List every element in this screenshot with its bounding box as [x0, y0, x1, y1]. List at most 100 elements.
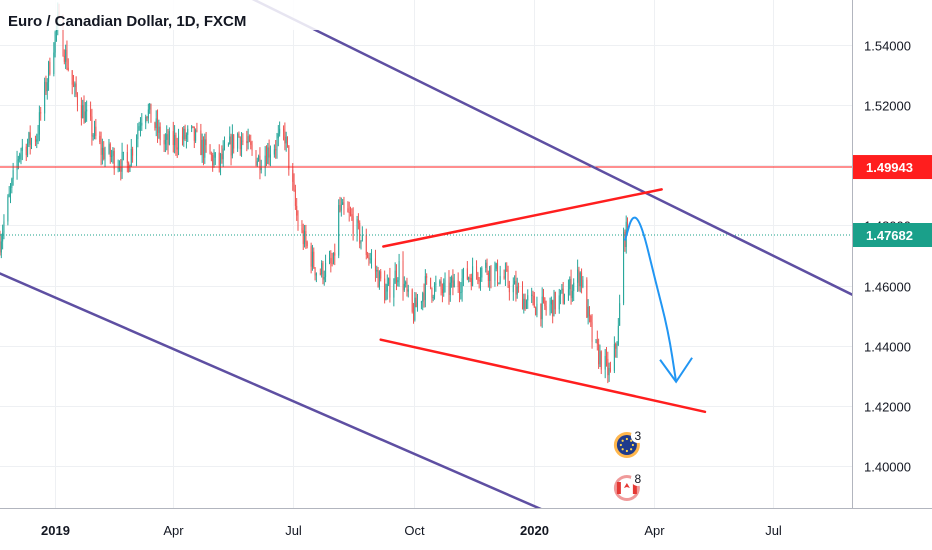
candle-body: [394, 270, 396, 284]
candle-body: [163, 140, 165, 145]
candle-body: [209, 145, 211, 154]
candle-body: [65, 49, 67, 62]
candle-body: [452, 277, 454, 288]
candle-body: [86, 109, 88, 112]
candle-body: [514, 280, 516, 285]
candle-body: [16, 160, 18, 171]
candle-body: [461, 278, 463, 293]
candle-body: [470, 277, 472, 286]
candle-body: [277, 133, 279, 139]
candle-body: [25, 146, 27, 156]
candle-body: [264, 155, 266, 168]
candle-body: [595, 339, 597, 342]
candle-body: [17, 159, 19, 161]
candle-body: [512, 284, 514, 293]
event-count-label: 3: [635, 429, 642, 443]
candle-body: [311, 251, 313, 267]
candle-body: [535, 307, 537, 316]
candle-body: [581, 272, 583, 287]
candle-body: [62, 16, 64, 56]
ca-flag-icon[interactable]: 8: [613, 472, 645, 501]
candle-body: [149, 103, 151, 110]
candle-body: [204, 139, 206, 158]
candle-body: [588, 306, 590, 317]
forecast-arrow[interactable]: [623, 216, 678, 382]
candle-body: [196, 130, 198, 132]
candle-body: [164, 139, 166, 145]
price-axis[interactable]: [853, 0, 932, 508]
candle-body: [398, 261, 400, 281]
candle-body: [248, 136, 250, 142]
candle-body: [321, 263, 323, 275]
candle-body: [267, 147, 269, 164]
candle-body: [378, 271, 380, 288]
candle-body: [178, 136, 180, 150]
candle-body: [205, 139, 207, 146]
candle-body: [550, 300, 552, 305]
candle-body: [521, 287, 523, 310]
candle-body: [406, 282, 408, 292]
x-tick-label: Oct: [404, 523, 425, 538]
candle-body: [229, 136, 231, 145]
channel-upper-line[interactable]: [133, 0, 852, 296]
eu-flag-icon[interactable]: 3: [613, 429, 645, 458]
candle-body: [103, 147, 105, 160]
candle-body: [563, 300, 565, 304]
candle-body: [439, 281, 441, 284]
candle-body: [405, 282, 407, 284]
candle-body: [71, 70, 73, 85]
candle-body: [570, 279, 572, 299]
candle-body: [294, 189, 296, 206]
plot-area[interactable]: 38: [0, 0, 852, 517]
candle-body: [73, 84, 75, 87]
time-axis[interactable]: [0, 509, 932, 550]
candle-body: [532, 294, 534, 296]
candle-body: [284, 131, 286, 144]
candle-body: [524, 298, 526, 309]
candle-body: [176, 147, 178, 150]
candle-body: [527, 295, 529, 301]
drawings: [0, 0, 852, 517]
candle-body: [540, 303, 542, 320]
candle-body: [380, 271, 382, 279]
candle-body: [460, 292, 462, 294]
candle-body: [503, 276, 505, 279]
candle-body: [7, 196, 9, 222]
candle-body: [525, 300, 527, 309]
candle-body: [604, 355, 606, 370]
candle-body: [218, 152, 220, 166]
triangle-upper-line[interactable]: [382, 188, 663, 248]
time-axis-labels: 2019 Apr Jul Oct 2020 Apr Jul: [41, 523, 782, 538]
candle-body: [230, 136, 232, 156]
candle-body: [141, 122, 143, 126]
event-count-badge: [630, 429, 645, 443]
candle-body: [374, 258, 376, 272]
candle-body: [384, 278, 386, 301]
candle-body: [549, 304, 551, 311]
candle-body: [518, 286, 520, 288]
candle-body: [44, 81, 46, 114]
candle-body: [38, 112, 40, 135]
candle-body: [487, 272, 489, 281]
candle-body: [477, 273, 479, 280]
channel-lower-line[interactable]: [0, 272, 559, 517]
candle-body: [241, 140, 243, 150]
candle-body: [302, 230, 304, 245]
candle-body: [158, 126, 160, 133]
candle-body: [221, 153, 223, 160]
candle-body: [369, 258, 371, 260]
candle-body: [619, 303, 621, 326]
candle-body: [587, 306, 589, 318]
candle-body: [613, 344, 615, 371]
candle-body: [338, 205, 340, 256]
candle-body: [368, 257, 370, 260]
candle-body: [515, 280, 517, 295]
candle-body: [441, 289, 443, 294]
candle-body: [582, 279, 584, 287]
candle-body: [137, 130, 139, 140]
triangle-lower-line[interactable]: [379, 338, 707, 414]
candle-body: [120, 167, 122, 172]
candle-body: [434, 284, 436, 298]
